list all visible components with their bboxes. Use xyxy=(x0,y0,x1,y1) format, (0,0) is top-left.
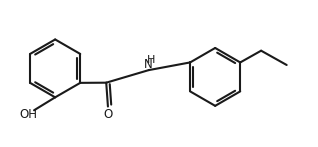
Text: OH: OH xyxy=(19,108,37,121)
Text: N: N xyxy=(143,59,152,71)
Text: H: H xyxy=(147,55,156,65)
Text: O: O xyxy=(103,107,113,121)
